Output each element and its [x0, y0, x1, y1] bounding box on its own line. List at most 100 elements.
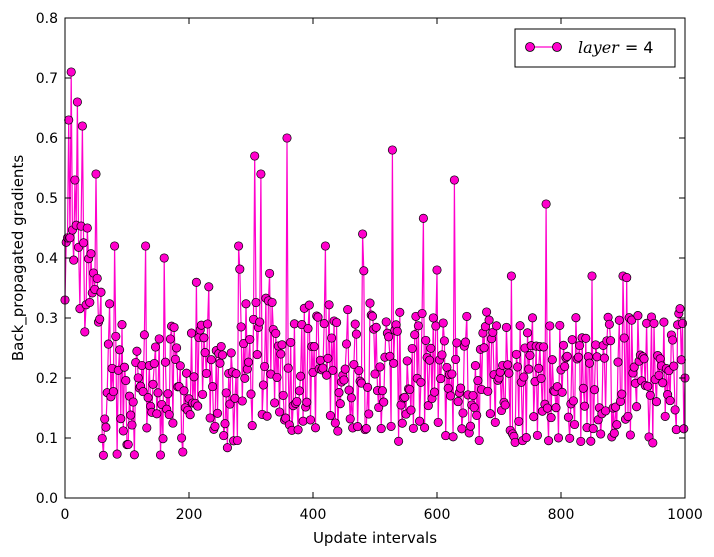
data-point: [565, 433, 575, 443]
data-point: [601, 406, 611, 416]
data-point: [613, 357, 623, 367]
data-point: [458, 408, 468, 418]
data-point: [341, 339, 352, 349]
data-point: [198, 389, 208, 399]
data-point: [645, 390, 655, 400]
data-point: [185, 410, 195, 420]
data-point: [573, 352, 583, 362]
data-point: [158, 434, 168, 444]
data-point: [98, 450, 108, 460]
data-point: [604, 319, 614, 329]
data-point: [153, 388, 163, 398]
data-point: [675, 304, 685, 314]
data-point: [332, 317, 342, 328]
data-point: [69, 255, 79, 265]
data-point: [453, 397, 463, 407]
data-point: [344, 385, 354, 395]
data-point: [622, 273, 632, 283]
data-point: [96, 287, 106, 297]
data-point: [333, 426, 343, 436]
data-point: [448, 432, 458, 442]
data-point: [310, 423, 321, 433]
data-point: [239, 339, 249, 349]
data-point: [205, 413, 215, 423]
y-tick-label: 0.7: [36, 71, 58, 87]
data-point: [85, 297, 95, 307]
data-point: [116, 414, 126, 424]
data-point: [350, 319, 360, 329]
data-point: [406, 405, 416, 415]
data-point: [121, 375, 131, 386]
data-point: [272, 372, 282, 382]
x-tick-label: 1000: [667, 507, 703, 523]
data-point: [365, 298, 375, 308]
data-point: [386, 421, 396, 431]
data-point: [648, 438, 658, 448]
data-point: [66, 67, 76, 77]
x-tick-label: 600: [424, 507, 451, 523]
data-point: [381, 317, 391, 327]
data-point: [449, 175, 459, 185]
data-point: [553, 433, 564, 443]
data-point: [524, 364, 534, 374]
data-point: [568, 396, 578, 406]
data-point: [420, 423, 430, 433]
data-point: [639, 354, 649, 364]
data-point: [363, 382, 373, 392]
data-point: [541, 199, 551, 209]
data-point: [612, 420, 622, 430]
data-point: [575, 340, 585, 351]
y-tick-label: 0.3: [36, 311, 58, 327]
data-point: [491, 321, 502, 331]
x-tick-label: 400: [300, 507, 327, 523]
data-point: [170, 354, 180, 364]
data-point: [193, 401, 203, 411]
data-point: [165, 334, 175, 344]
data-point: [328, 365, 338, 375]
data-point: [599, 353, 609, 363]
data-point: [627, 315, 637, 325]
data-point: [676, 355, 686, 365]
data-point: [439, 336, 449, 346]
data-point: [126, 410, 136, 420]
data-point: [527, 313, 538, 323]
data-point: [330, 418, 340, 428]
legend-marker: [525, 42, 535, 52]
data-point: [660, 411, 670, 421]
data-point: [389, 358, 399, 368]
data-point: [451, 354, 461, 364]
data-point: [400, 392, 410, 402]
data-point: [515, 321, 525, 331]
axis-ticks: 0 200 400 600 800 1000 0.0 0.1 0.2 0.3 0.4 0.5 0.6 0.…: [36, 11, 703, 523]
data-point: [271, 328, 281, 338]
data-point: [452, 338, 462, 348]
data-point: [112, 449, 122, 459]
data-point: [609, 428, 619, 438]
data-point: [457, 424, 467, 434]
data-point: [143, 393, 153, 403]
data-point: [504, 368, 514, 378]
data-point: [168, 418, 178, 428]
data-point: [179, 386, 189, 396]
data-point: [110, 241, 120, 251]
data-point: [186, 328, 197, 338]
legend-value: = 4: [625, 38, 654, 57]
data-point: [433, 417, 443, 427]
data-point: [243, 357, 254, 367]
data-point: [558, 340, 569, 350]
data-point: [555, 320, 565, 330]
data-point: [80, 327, 90, 337]
data-point: [358, 229, 368, 239]
data-point: [619, 333, 629, 343]
data-point: [370, 369, 380, 379]
x-tick-label: 800: [548, 507, 575, 523]
data-point: [149, 358, 159, 369]
data-point: [103, 339, 113, 349]
data-point: [304, 300, 314, 310]
data-point: [294, 386, 304, 396]
data-point: [260, 361, 270, 372]
data-point: [234, 241, 244, 251]
data-point: [250, 151, 260, 161]
data-point: [303, 324, 313, 334]
data-point: [160, 357, 170, 367]
